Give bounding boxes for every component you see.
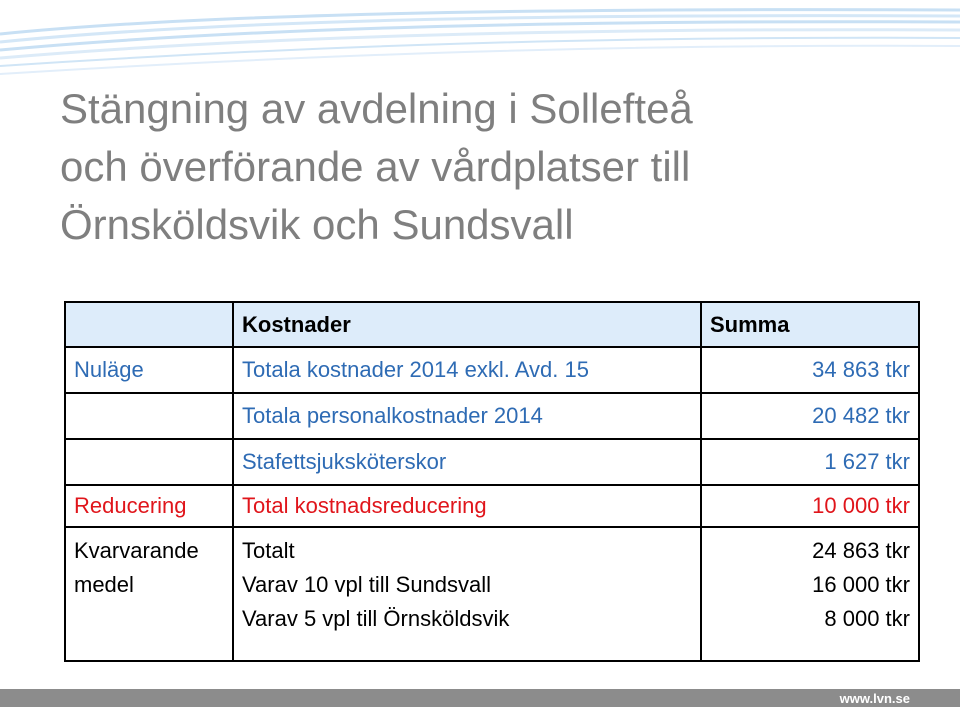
remaining-item: Totalt xyxy=(242,538,295,563)
row-item: Stafettsjuksköterskor xyxy=(232,438,702,486)
title-line-3: Örnsköldsvik och Sundsvall xyxy=(60,201,574,248)
remaining-label: Kvarvarande medel xyxy=(64,526,234,662)
table-row: Stafettsjuksköterskor 1 627 tkr xyxy=(64,438,920,486)
footer-bar: www.lvn.se xyxy=(0,689,960,707)
row-label xyxy=(64,438,234,486)
title-line-2: och överförande av vårdplatser till xyxy=(60,143,691,190)
remaining-label-line-1: Kvarvarande xyxy=(74,538,199,563)
row-amount: 20 482 tkr xyxy=(700,392,920,440)
decorative-wave-lines xyxy=(0,8,960,75)
remaining-amount: 16 000 tkr xyxy=(812,572,910,597)
header-summa: Summa xyxy=(700,301,920,348)
remaining-amount: 24 863 tkr xyxy=(812,538,910,563)
table-row: Totala personalkostnader 2014 20 482 tkr xyxy=(64,392,920,440)
table-row-kvarvarande: Kvarvarande medel Totalt Varav 10 vpl ti… xyxy=(64,526,920,662)
row-amount: 10 000 tkr xyxy=(700,484,920,528)
row-label: Nuläge xyxy=(64,346,234,394)
row-item: Totala kostnader 2014 exkl. Avd. 15 xyxy=(232,346,702,394)
row-item: Total kostnadsreducering xyxy=(232,484,702,528)
footer-url-link[interactable]: www.lvn.se xyxy=(839,691,910,706)
table-row: Nuläge Totala kostnader 2014 exkl. Avd. … xyxy=(64,346,920,394)
remaining-items: Totalt Varav 10 vpl till Sundsvall Varav… xyxy=(232,526,702,662)
remaining-item: Varav 5 vpl till Örnsköldsvik xyxy=(242,606,510,631)
table-row-reducering: Reducering Total kostnadsreducering 10 0… xyxy=(64,484,920,528)
page-title: Stängning av avdelning i Sollefteå och ö… xyxy=(60,80,940,254)
header-label-cell xyxy=(64,301,234,348)
table-header-row: Kostnader Summa xyxy=(64,301,920,348)
remaining-amounts: 24 863 tkr 16 000 tkr 8 000 tkr xyxy=(700,526,920,662)
row-item: Totala personalkostnader 2014 xyxy=(232,392,702,440)
remaining-label-line-2: medel xyxy=(74,572,134,597)
remaining-item: Varav 10 vpl till Sundsvall xyxy=(242,572,492,597)
row-amount: 34 863 tkr xyxy=(700,346,920,394)
remaining-amount: 8 000 tkr xyxy=(824,606,910,631)
cost-table: Kostnader Summa Nuläge Totala kostnader … xyxy=(64,301,920,662)
row-label: Reducering xyxy=(64,484,234,528)
header-kostnader: Kostnader xyxy=(232,301,702,348)
title-line-1: Stängning av avdelning i Sollefteå xyxy=(60,85,693,132)
row-label xyxy=(64,392,234,440)
row-amount: 1 627 tkr xyxy=(700,438,920,486)
